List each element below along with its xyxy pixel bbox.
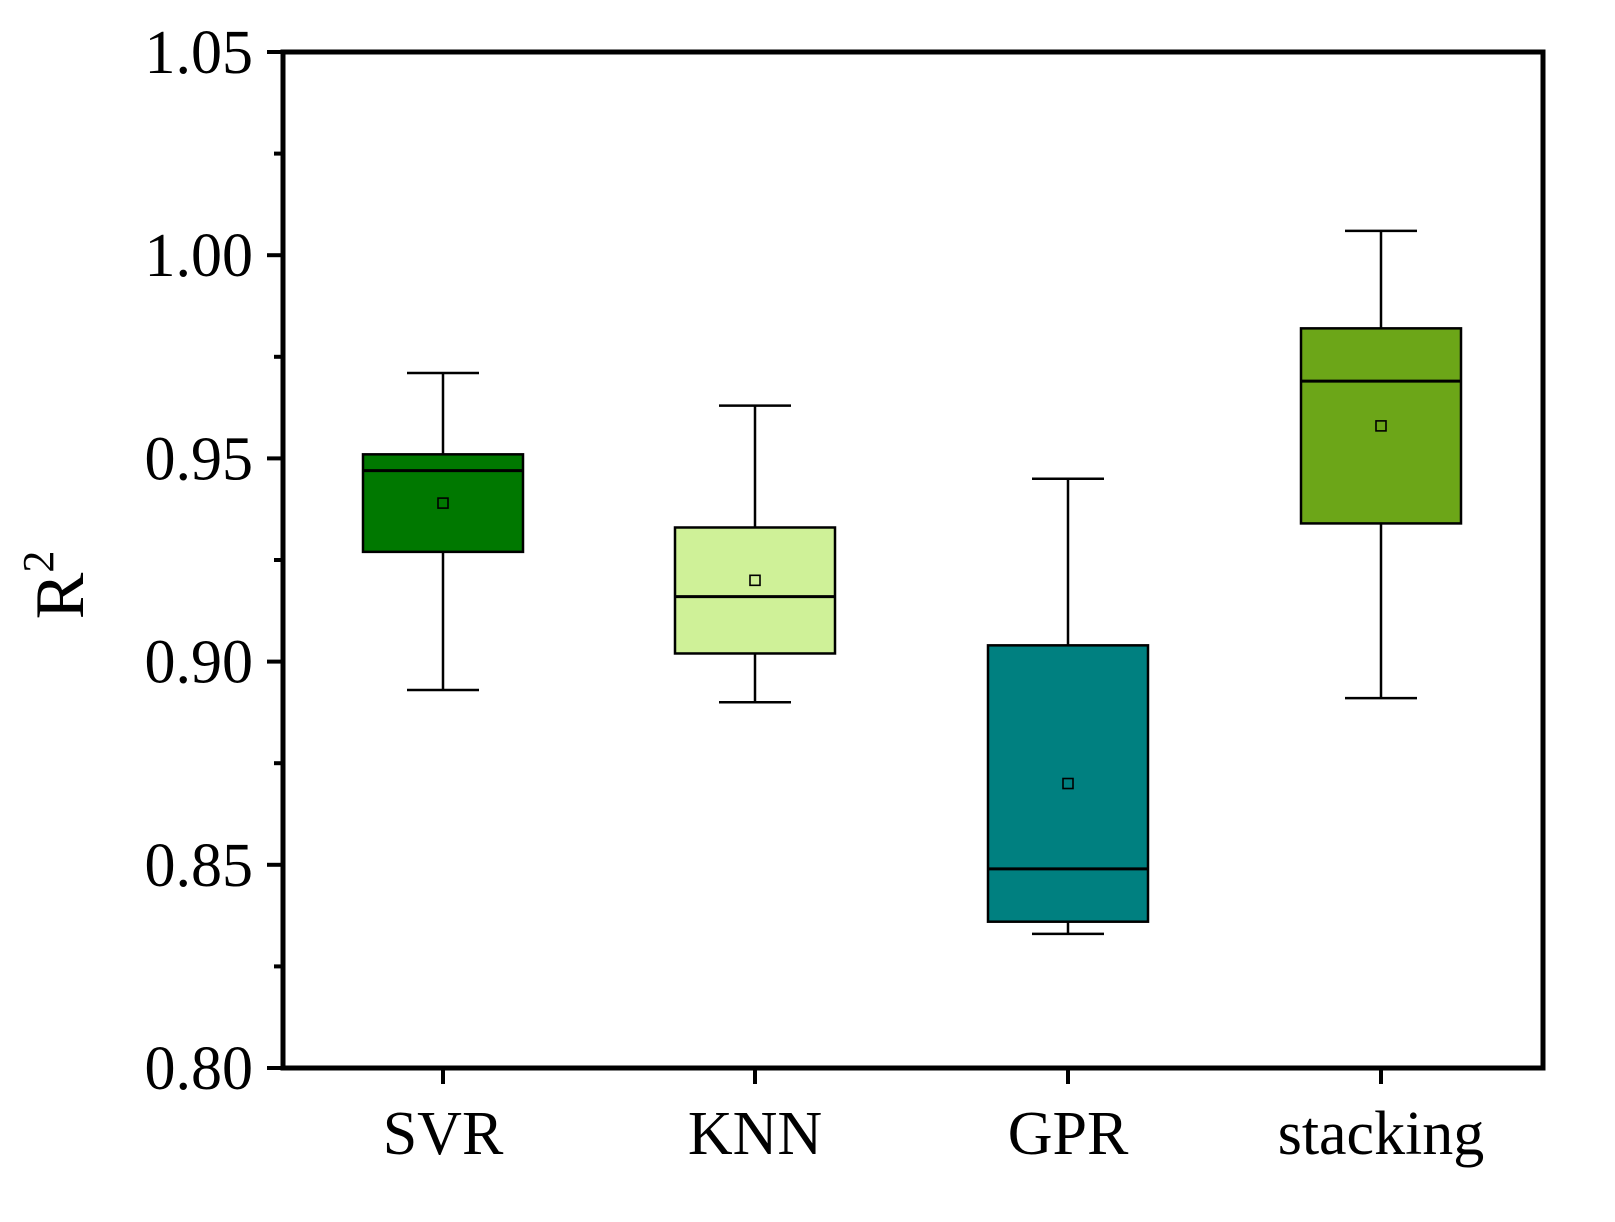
y-tick-label: 1.00 xyxy=(145,222,254,290)
box-knn xyxy=(673,404,837,704)
chart-marks xyxy=(361,229,1463,936)
box-stacking xyxy=(1299,229,1463,700)
mean-marker xyxy=(749,574,761,587)
x-tick-label-svr: SVR xyxy=(383,1100,504,1168)
y-tick-label: 0.95 xyxy=(145,425,254,493)
mean-marker xyxy=(1062,777,1074,790)
iqr-box xyxy=(986,644,1150,923)
iqr-box xyxy=(673,526,837,655)
y-axis-title-base: R xyxy=(22,572,99,619)
plot-frame xyxy=(280,49,1546,1071)
x-tick-label-knn: KNN xyxy=(688,1100,822,1168)
mean-marker xyxy=(1375,420,1387,432)
y-tick-label: 0.80 xyxy=(145,1035,254,1103)
mean-marker xyxy=(437,497,449,509)
iqr-box xyxy=(1299,327,1463,525)
x-axis: SVR KNN GPR stacking xyxy=(383,1068,1485,1168)
y-tick-label: 0.85 xyxy=(145,832,254,900)
x-tick-label-gpr: GPR xyxy=(1008,1100,1129,1168)
y-axis-title: R2 xyxy=(14,551,99,620)
x-tick-label-stacking: stacking xyxy=(1278,1100,1485,1168)
y-axis: 0.80 0.85 0.90 0.95 1.00 1.05 xyxy=(145,19,283,1103)
y-axis-title-superscript: 2 xyxy=(14,551,63,573)
y-tick-label: 1.05 xyxy=(145,19,254,87)
box-gpr xyxy=(986,477,1150,936)
iqr-box xyxy=(361,453,525,554)
y-tick-label: 0.90 xyxy=(145,629,254,697)
box-svr xyxy=(361,371,525,692)
